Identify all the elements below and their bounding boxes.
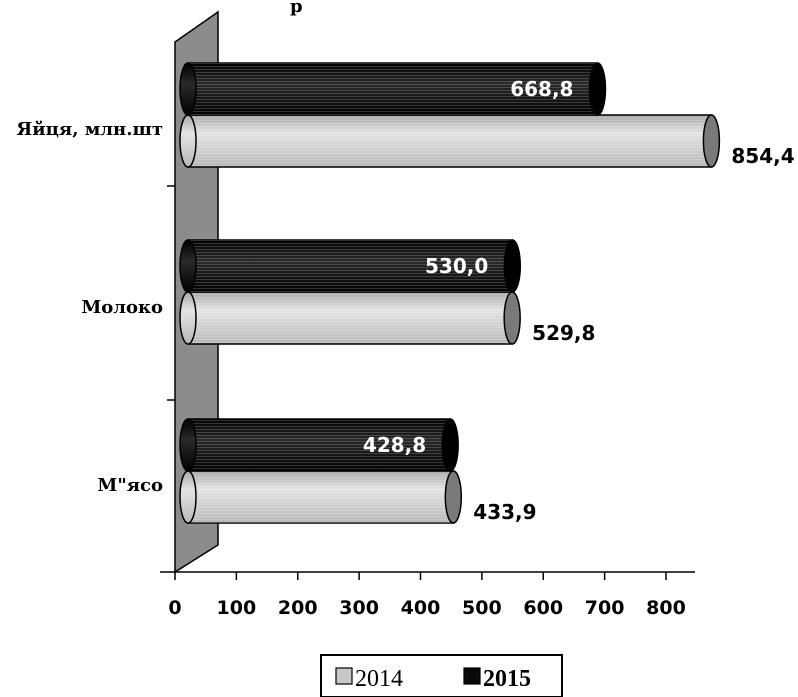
x-tick-label-5: 500 — [462, 597, 502, 619]
legend-swatch-2014 — [335, 667, 353, 685]
x-tick-label-3: 300 — [339, 597, 379, 619]
legend: 2014 2015 — [320, 654, 563, 697]
category-label-1: Молоко — [81, 297, 163, 318]
legend-label-2015: 2015 — [483, 666, 531, 692]
value-label-2014-1: 529,8 — [532, 321, 595, 345]
legend-swatch-2015 — [463, 667, 481, 685]
x-tick-label-0: 0 — [168, 597, 181, 619]
x-tick-label-4: 400 — [401, 597, 441, 619]
chart-title-text: р — [290, 0, 303, 17]
value-label-2015-0: 668,8 — [510, 77, 573, 101]
legend-box — [320, 654, 563, 697]
category-label-2: М"ясо — [97, 475, 163, 496]
value-label-2014-0: 854,4 — [731, 144, 794, 168]
x-tick-label-8: 800 — [646, 597, 686, 619]
category-labels: Яйця, млн.шт Молоко М"ясо — [16, 119, 163, 496]
bar-2015-2 — [179, 418, 459, 472]
x-tick-label-6: 600 — [523, 597, 563, 619]
category-label-0: Яйця, млн.шт — [16, 119, 163, 140]
bar-2014-0 — [179, 114, 721, 168]
x-axis: 0 100 200 300 400 500 600 700 800 — [160, 185, 695, 619]
value-label-2015-2: 428,8 — [363, 433, 426, 457]
x-tick-label-1: 100 — [217, 597, 257, 619]
bar-2014-2 — [179, 470, 463, 524]
chart-title: р — [290, 0, 303, 17]
x-tick-label-2: 200 — [278, 597, 318, 619]
bar-2015-0 — [179, 62, 607, 116]
value-label-2015-1: 530,0 — [425, 254, 488, 278]
x-tick-label-7: 700 — [585, 597, 625, 619]
bars-group: 854,4 668,8 529,8 530,0 433,9 428,8 — [179, 62, 795, 524]
bar-2014-1 — [179, 291, 521, 345]
legend-label-2014: 2014 — [355, 666, 403, 692]
value-label-2014-2: 433,9 — [473, 500, 536, 524]
bar-2015-1 — [179, 239, 522, 293]
